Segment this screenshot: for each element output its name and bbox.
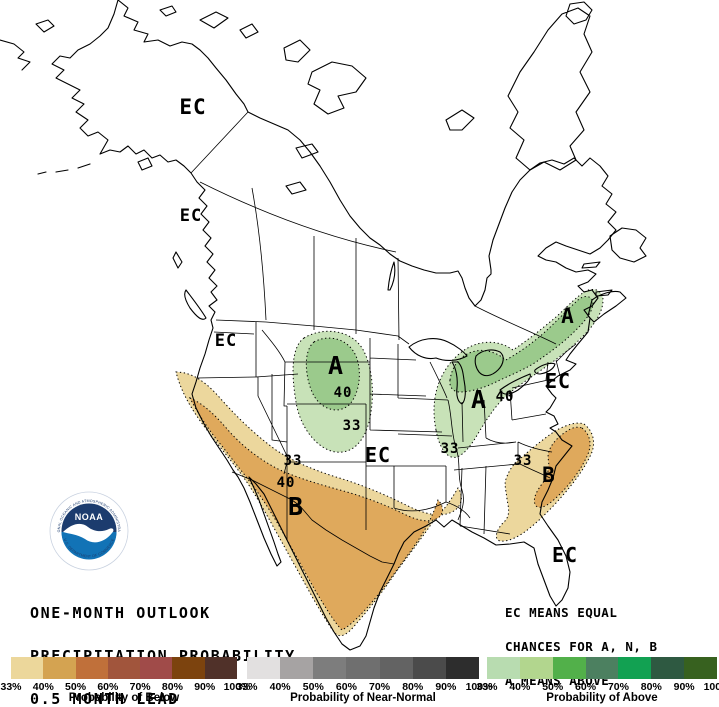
colorbar-swatch (487, 657, 520, 679)
region-above-plains-40 (305, 337, 360, 411)
logo-acronym: NOAA (75, 512, 104, 522)
region-below-southwest-40 (188, 397, 443, 631)
colorbar-swatch (313, 657, 347, 679)
colorbar-tick-label: 40% (509, 681, 531, 693)
colorbar-above-ticks: 33% 40% 50% 60% 70% 80% 90% 100% (476, 679, 719, 693)
colorbar-tick-label: 80% (402, 681, 424, 693)
colorbar-swatch (618, 657, 652, 679)
colorbar-tick-label: 33% (0, 681, 22, 693)
colorbar-tick-label: 33% (236, 681, 258, 693)
colorbar-tick-label: 60% (575, 681, 597, 693)
noaa-logo: NOAA NATIONAL OCEANIC AND ATMOSPHERIC AD… (49, 491, 129, 571)
colorbar-tick-label: 70% (129, 681, 151, 693)
border-lines (190, 111, 577, 565)
colorbar-tick-label: 80% (640, 681, 662, 693)
label-a-plains: A (328, 351, 344, 380)
colorbar-swatch (107, 657, 141, 679)
colorbar-tick-label: 40% (269, 681, 291, 693)
colorbar-tick-label: 100% (465, 681, 493, 693)
colorbar-below-swatches (11, 657, 237, 679)
colorbar-tick-label: 100% (703, 681, 719, 693)
colorbar-swatch (379, 657, 413, 679)
colorbar-tick-label: 80% (161, 681, 183, 693)
colorbar-swatch (140, 657, 173, 679)
title-line-1: ONE-MONTH OUTLOOK (30, 603, 211, 622)
colorbar-swatch (445, 657, 479, 679)
label-ec-central: EC (365, 443, 391, 467)
colorbar-near-normal: 33% 40% 50% 60% 70% 80% 90% 100% Probability of… (236, 657, 492, 707)
colorbar-swatch (585, 657, 619, 679)
colorbar-tick-label: 90% (673, 681, 695, 693)
label-33-southeast: 33 (514, 453, 533, 469)
colorbar-swatch (552, 657, 586, 679)
colorbar-swatch (75, 657, 108, 679)
colorbar-swatch (651, 657, 685, 679)
colorbar-swatch (43, 657, 76, 679)
label-33-southwest: 33 (284, 453, 303, 469)
colorbar-near-normal-swatches (247, 657, 479, 679)
legend-note-block: EC MEANS EQUAL CHANCES FOR A, N, B A MEA… (505, 585, 658, 707)
map-labels: EC EC EC EC EC EC A 40 33 A 40 33 A B 40… (179, 95, 578, 567)
label-40-plains: 40 (334, 385, 353, 401)
colorbar-tick-label: 40% (32, 681, 54, 693)
colorbar-tick-label: 100% (223, 681, 251, 693)
label-33-plains: 33 (343, 418, 362, 434)
label-33-ohio-valley: 33 (441, 441, 460, 457)
label-a-new-england: A (561, 304, 575, 328)
political-borders (190, 111, 577, 565)
colorbar-near-normal-ticks: 33% 40% 50% 60% 70% 80% 90% 100% (236, 679, 492, 693)
label-ec-alaska: EC (179, 95, 206, 119)
colorbar-tick-label: 50% (65, 681, 87, 693)
label-ec-northwest: EC (215, 331, 237, 351)
colorbar-tick-label: 70% (369, 681, 391, 693)
label-ec-florida: EC (552, 543, 578, 567)
probability-regions (175, 288, 604, 637)
continent-outline (51, 0, 617, 651)
colorbar-tick-label: 60% (97, 681, 119, 693)
colorbar-swatch (11, 657, 44, 679)
colorbar-swatch (172, 657, 205, 679)
coastlines (0, 0, 647, 651)
colorbar-above: 33% 40% 50% 60% 70% 80% 90% 100% Probability of… (476, 657, 719, 707)
colorbar-above-caption: Probability of Above (546, 692, 658, 704)
colorbar-swatch (346, 657, 380, 679)
region-below-southeast-40 (533, 426, 591, 508)
colorbar-below: 33% 40% 50% 60% 70% 80% 90% 100% Probability of… (0, 657, 250, 707)
colorbar-swatch (204, 657, 237, 679)
colorbar-tick-label: 60% (335, 681, 357, 693)
colorbar-swatch (519, 657, 553, 679)
colorbar-swatch (280, 657, 314, 679)
note-line-1: EC MEANS EQUAL (505, 605, 618, 621)
label-40-ohio-valley: 40 (496, 389, 515, 405)
colorbar-tick-label: 50% (302, 681, 324, 693)
colorbar-above-swatches (487, 657, 718, 679)
colorbar-tick-label: 50% (542, 681, 564, 693)
label-b-southeast: B (542, 463, 556, 487)
label-ec-panhandle: EC (180, 206, 202, 226)
colorbar-below-ticks: 33% 40% 50% 60% 70% 80% 90% 100% (0, 679, 250, 693)
title-line-3: 0.5 MONTH LEAD (30, 690, 179, 707)
seagull-icon (63, 523, 114, 543)
colorbar-below-caption: Probability of Below (68, 692, 180, 704)
label-ec-midatlantic: EC (545, 369, 571, 393)
label-b-southwest: B (288, 492, 304, 521)
colorbar-swatch (684, 657, 718, 679)
label-a-ohio-valley: A (471, 385, 487, 414)
colorbar-near-normal-caption: Probability of Near-Normal (290, 692, 436, 704)
colorbar-swatch (247, 657, 281, 679)
colorbar-tick-label: 90% (194, 681, 216, 693)
colorbar-tick-label: 33% (476, 681, 498, 693)
colorbar-swatch (412, 657, 446, 679)
colorbar-tick-label: 70% (607, 681, 629, 693)
label-40-southwest: 40 (277, 475, 296, 491)
note-line-2: CHANCES FOR A, N, B (505, 639, 658, 655)
colorbar-tick-label: 90% (435, 681, 457, 693)
